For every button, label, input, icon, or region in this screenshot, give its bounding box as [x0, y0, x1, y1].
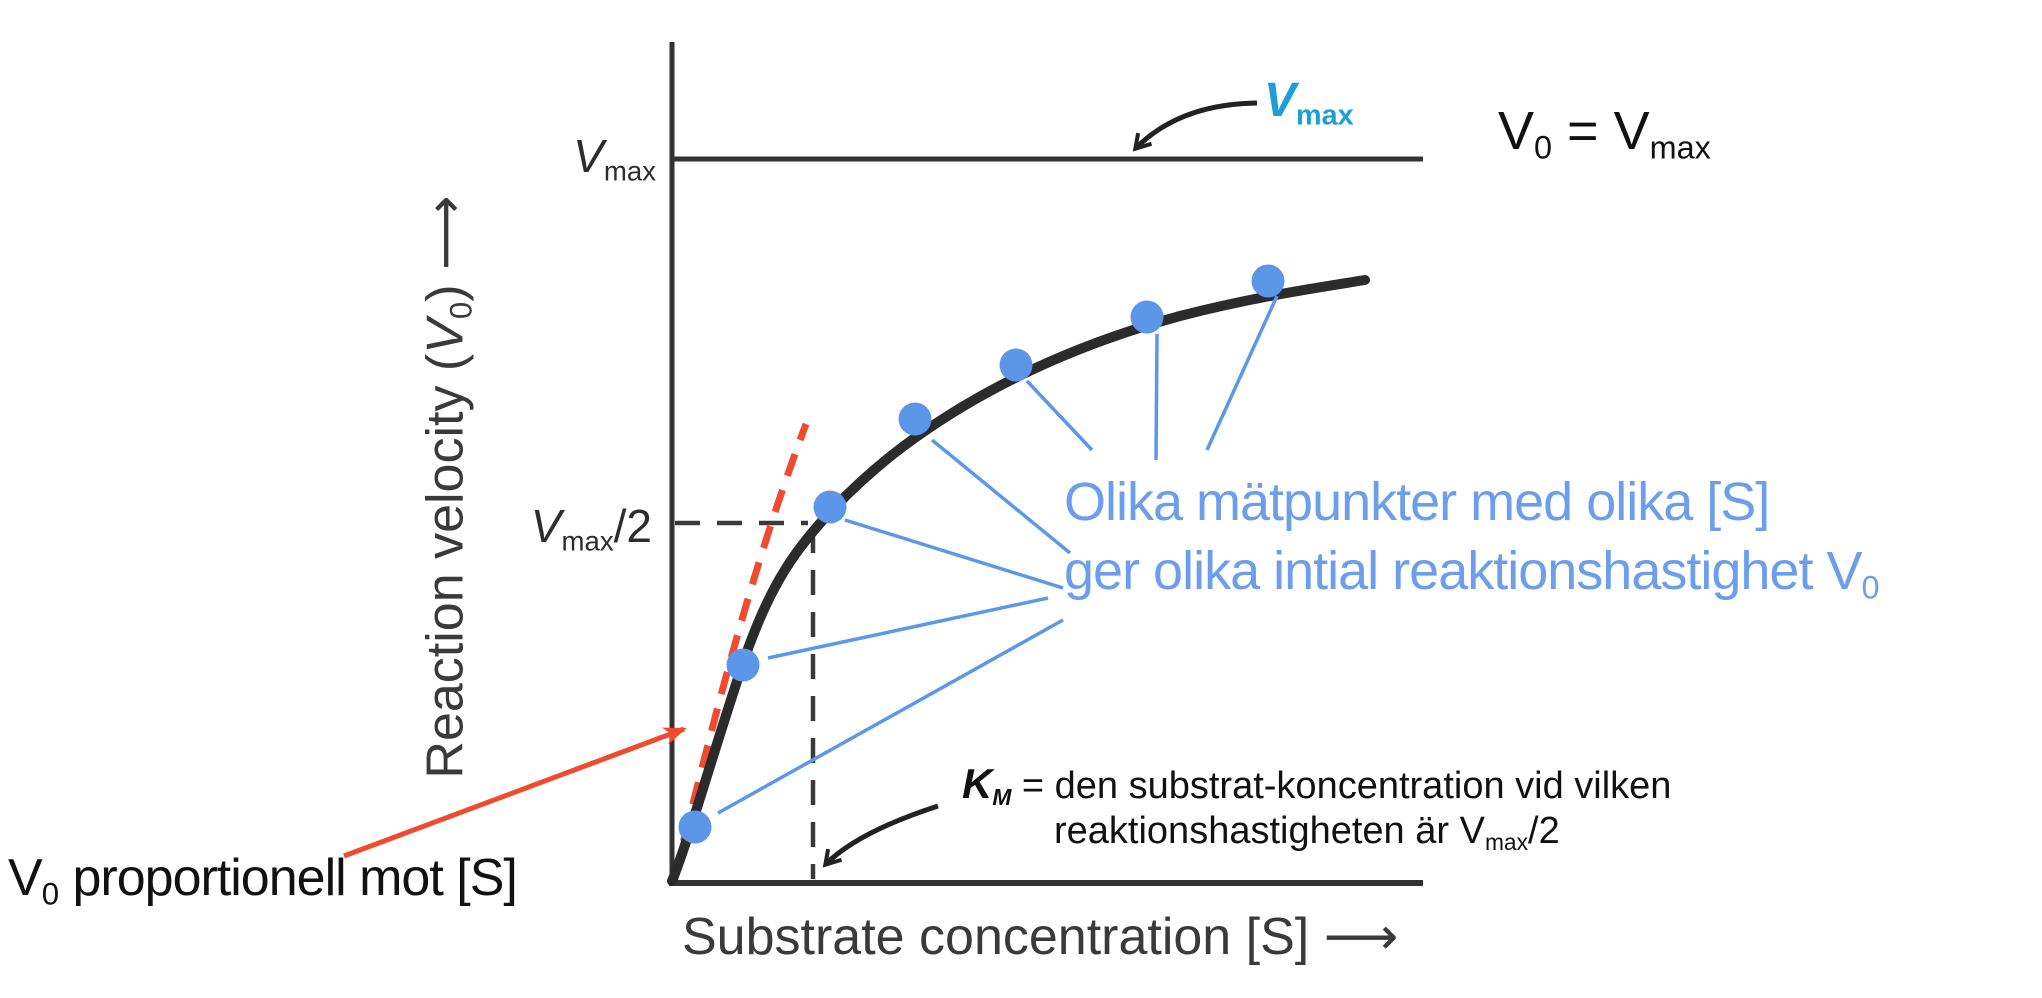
data-point	[898, 402, 932, 436]
measurement-points-note-line2-text: ger olika intial reaktionshastighet V	[1064, 541, 1862, 601]
km-callout-arrow	[822, 803, 939, 868]
v0eq-sub2: max	[1649, 129, 1711, 166]
pointer-line	[930, 438, 1072, 555]
v0eq-equals: =	[1552, 101, 1614, 161]
y-axis-label: Reaction velocity (V0) ⟶	[415, 195, 479, 779]
data-point	[813, 490, 847, 524]
km-definition-line2-div2: /2	[1528, 810, 1560, 852]
y-axis-label-text: Reaction velocity (	[416, 353, 475, 779]
pointer-line	[717, 618, 1064, 815]
v0-equals-vmax-label: V0 = Vmax	[1498, 101, 1711, 166]
x-axis-label: Substrate concentration [S] ⟶	[682, 908, 1398, 966]
km-definition-line1: KM = den substrat-koncentration vid vilk…	[962, 760, 1671, 810]
y-axis-label-v: V	[416, 319, 475, 354]
y-axis-label-close: )	[416, 269, 475, 302]
km-definition-line2: reaktionshastigheten är Vmax/2	[1054, 810, 1560, 855]
data-point	[1130, 300, 1164, 334]
measurement-points-note-line2: ger olika intial reaktionshastighet V0	[1064, 537, 1879, 623]
y-axis-arrow-icon: ⟶	[415, 195, 476, 270]
y-tick-half-sub: max	[561, 525, 614, 557]
pointer-line	[1025, 379, 1094, 452]
v0-proportional-note: V0 proportionell mot [S]	[8, 849, 518, 912]
y-tick-vmax-v: V	[573, 130, 604, 182]
y-tick-half-vmax: Vmax/2	[472, 500, 652, 557]
prop-note-text: proportionell mot [S]	[59, 849, 517, 907]
km-definition-line1-text: = den substrat-koncentration vid vilken	[1011, 765, 1672, 807]
data-point	[1251, 264, 1285, 298]
y-tick-vmax: Vmax	[500, 130, 656, 187]
vmax-callout-v: V	[1264, 74, 1297, 127]
km-definition-line2-text: reaktionshastigheten är V	[1054, 810, 1485, 852]
km-definition-line2-sub: max	[1484, 828, 1529, 855]
x-axis-label-text: Substrate concentration [S]	[682, 908, 1324, 966]
y-axis-label-sub: 0	[443, 301, 479, 320]
data-point	[678, 810, 712, 844]
pointer-line	[1205, 295, 1279, 451]
data-points-group	[678, 264, 1285, 844]
pointer-line	[1154, 333, 1159, 461]
vmax-callout-sub: max	[1296, 99, 1354, 132]
proportionality-red-arrow	[343, 726, 687, 859]
measurement-points-note: Olika mätpunkter med olika [S] ger olika…	[1064, 468, 1879, 623]
y-tick-vmax-sub: max	[603, 155, 656, 187]
pointer-line	[767, 596, 1049, 660]
prop-note-v: V	[8, 849, 43, 907]
v0eq-v2: V	[1613, 101, 1650, 161]
x-axis-arrow-icon: ⟶	[1323, 907, 1399, 967]
vmax-callout-label: Vmax	[1264, 74, 1354, 132]
y-tick-half-v: V	[530, 500, 562, 552]
vmax-callout-arrow	[1132, 100, 1258, 152]
data-point	[726, 648, 760, 682]
km-symbol: K	[962, 760, 993, 807]
y-tick-half-div2: /2	[613, 500, 652, 552]
prop-note-sub: 0	[41, 876, 60, 912]
data-point	[999, 348, 1033, 382]
pointer-line	[844, 518, 1064, 590]
pointer-lines-group	[717, 295, 1279, 815]
v0eq-sub1: 0	[1534, 129, 1553, 166]
km-symbol-sub: M	[992, 783, 1012, 810]
measurement-points-note-line1: Olika mätpunkter med olika [S]	[1064, 472, 1770, 532]
measurement-points-note-line2-sub: 0	[1861, 569, 1880, 606]
v0eq-v1: V	[1498, 101, 1535, 161]
michaelis-menten-curve	[667, 275, 1370, 886]
